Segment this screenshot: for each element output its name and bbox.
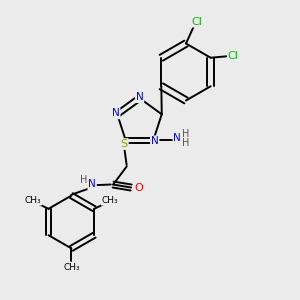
Text: H: H xyxy=(182,129,189,139)
Text: N: N xyxy=(151,136,159,146)
Text: H: H xyxy=(80,175,87,185)
Text: N: N xyxy=(173,133,181,143)
Text: CH₃: CH₃ xyxy=(25,196,41,205)
Text: Cl: Cl xyxy=(192,16,203,27)
Text: S: S xyxy=(121,139,128,149)
Text: N: N xyxy=(112,108,120,118)
Text: O: O xyxy=(134,183,143,193)
Text: Cl: Cl xyxy=(228,51,238,61)
Text: N: N xyxy=(88,179,96,189)
Text: CH₃: CH₃ xyxy=(63,263,80,272)
Text: H: H xyxy=(182,138,189,148)
Text: N: N xyxy=(136,92,143,102)
Text: CH₃: CH₃ xyxy=(102,196,118,205)
